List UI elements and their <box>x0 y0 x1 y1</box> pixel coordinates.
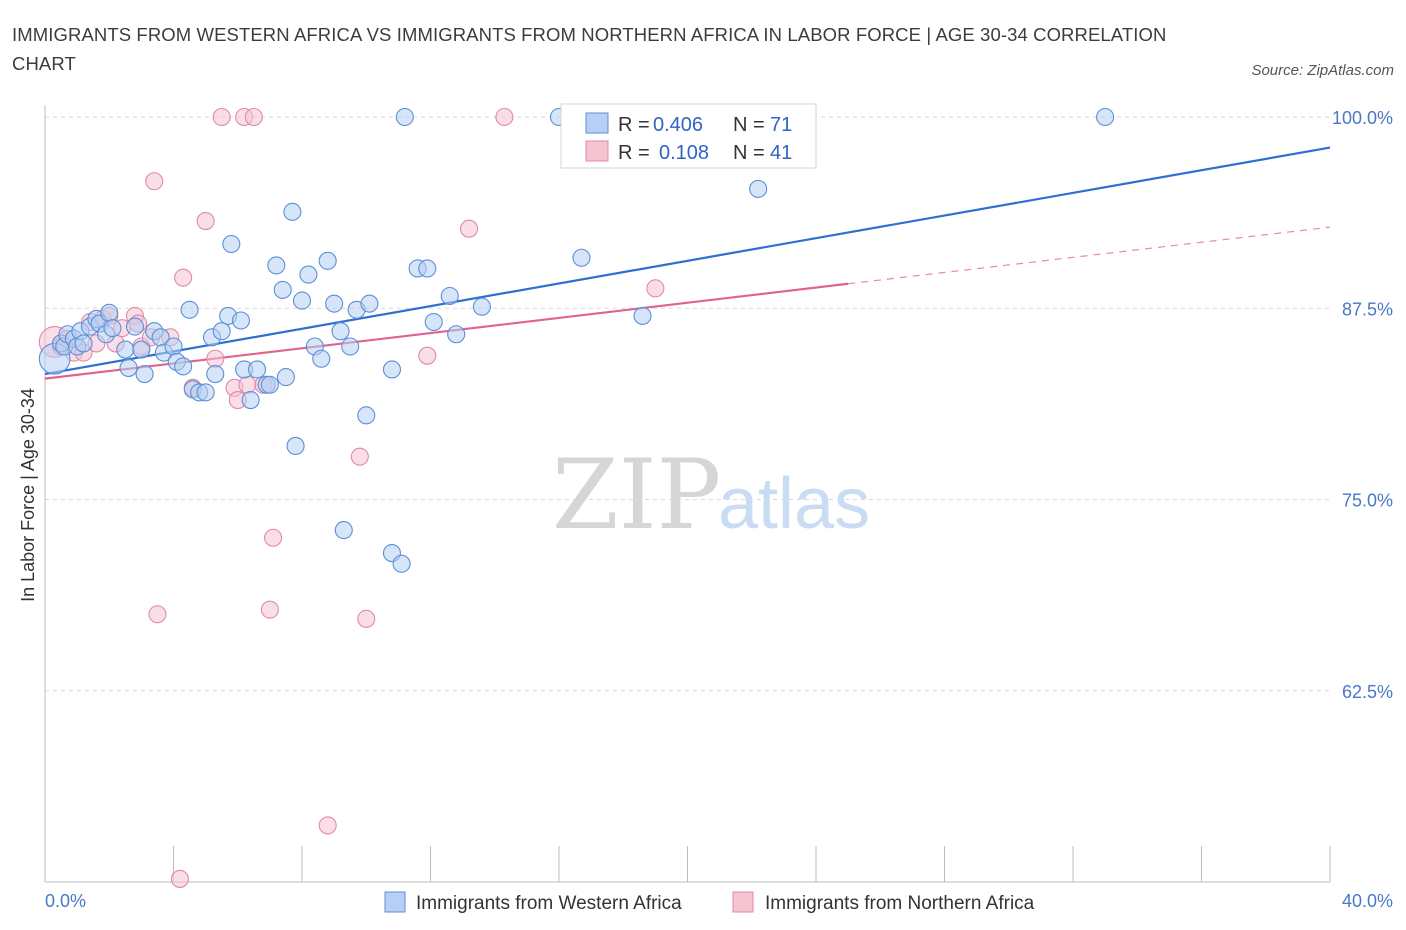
legend-r-value-1: 0.406 <box>653 114 703 136</box>
y-axis-label: In Labor Force | Age 30-34 <box>18 388 38 602</box>
point-pink <box>357 609 376 628</box>
y-tick-label: 75.0% <box>1342 491 1393 511</box>
point-pink <box>206 349 225 368</box>
point-blue <box>331 322 350 341</box>
point-blue <box>299 265 318 284</box>
point-pink <box>646 279 665 298</box>
point-blue <box>267 256 286 275</box>
legend-n-value-1: 71 <box>770 114 792 136</box>
legend-r-label-2: R = <box>618 142 650 164</box>
point-blue <box>222 234 241 254</box>
point-blue <box>212 322 231 341</box>
point-blue <box>418 259 437 278</box>
y-tick-label: 100.0% <box>1332 108 1393 128</box>
point-blue <box>125 317 144 336</box>
point-blue <box>1096 107 1115 127</box>
point-blue <box>135 364 154 384</box>
legend-swatch-pink <box>585 140 609 162</box>
point-blue <box>180 300 199 319</box>
bottom-legend-swatch-pink <box>732 891 754 913</box>
point-pink <box>318 816 337 835</box>
point-blue <box>196 383 215 402</box>
top-legend: R = 0.406 N = 71 R = 0.108 N = 41 <box>560 103 817 169</box>
point-blue <box>572 248 591 267</box>
bottom-legend-swatch-blue <box>384 891 406 913</box>
watermark-zip: ZIP <box>552 439 721 551</box>
trend-line-ext-pink <box>848 226 1331 285</box>
scatter-points <box>38 107 1115 888</box>
point-blue <box>292 291 312 310</box>
point-pink <box>148 605 167 624</box>
point-blue <box>174 357 193 376</box>
point-pink <box>238 375 257 394</box>
point-blue <box>392 554 411 573</box>
point-blue <box>273 280 292 299</box>
legend-r-value-2: 0.108 <box>659 142 709 164</box>
point-pink <box>264 528 283 547</box>
point-blue <box>283 202 302 221</box>
bottom-legend: Immigrants from Western Africa Immigrant… <box>384 891 1035 914</box>
bottom-legend-label-pink: Immigrants from Northern Africa <box>765 893 1035 914</box>
point-pink <box>495 107 514 127</box>
point-blue <box>357 406 376 425</box>
point-pink <box>174 268 193 287</box>
legend-r-label-1: R = <box>618 114 650 136</box>
point-blue <box>633 306 652 325</box>
point-blue <box>334 521 353 540</box>
point-blue <box>206 364 225 384</box>
point-blue <box>119 358 138 377</box>
point-blue <box>260 375 279 394</box>
point-blue <box>325 294 344 313</box>
point-blue <box>440 286 459 306</box>
point-blue <box>424 312 443 332</box>
point-blue <box>231 311 251 330</box>
point-blue <box>472 297 491 316</box>
point-blue <box>749 179 768 198</box>
x-tick-min: 0.0% <box>45 891 86 911</box>
point-pink <box>350 447 369 466</box>
point-blue <box>100 303 119 322</box>
point-pink <box>212 107 231 127</box>
trend-lines <box>44 146 1331 380</box>
trend-line-blue <box>44 146 1331 376</box>
point-blue <box>164 337 183 356</box>
point-blue <box>395 107 414 127</box>
chart-title: IMMIGRANTS FROM WESTERN AFRICA VS IMMIGR… <box>12 24 1167 74</box>
point-blue <box>286 436 305 456</box>
point-blue <box>312 349 331 368</box>
point-pink <box>196 211 215 231</box>
y-tick-labels: 62.5% 75.0% 87.5% 100.0% <box>1332 108 1393 702</box>
axes <box>44 105 1331 883</box>
point-blue <box>318 251 337 270</box>
point-blue <box>276 368 295 387</box>
point-blue <box>341 337 360 356</box>
bottom-legend-label-blue: Immigrants from Western Africa <box>416 893 682 914</box>
point-pink <box>244 107 263 127</box>
legend-n-label-2: N = <box>733 142 765 164</box>
point-blue <box>74 334 93 353</box>
point-blue <box>360 294 379 313</box>
y-tick-label: 87.5% <box>1342 299 1393 319</box>
y-tick-label: 62.5% <box>1342 682 1393 702</box>
point-blue <box>103 319 122 338</box>
legend-n-label-1: N = <box>733 114 765 136</box>
point-blue <box>247 360 267 379</box>
point-pink <box>260 600 279 619</box>
legend-swatch-blue <box>585 112 609 134</box>
legend-n-value-2: 41 <box>770 142 792 164</box>
point-pink <box>145 172 164 191</box>
point-pink <box>418 346 437 365</box>
source-label: Source: ZipAtlas.com <box>1251 62 1394 79</box>
point-blue <box>132 340 151 359</box>
point-pink <box>459 219 479 238</box>
watermark-atlas: atlas <box>718 464 870 544</box>
x-tick-max: 40.0% <box>1342 891 1393 911</box>
point-blue <box>116 340 135 359</box>
point-blue <box>241 390 260 410</box>
point-blue <box>447 325 466 344</box>
point-blue <box>382 360 402 379</box>
point-pink <box>170 869 189 888</box>
